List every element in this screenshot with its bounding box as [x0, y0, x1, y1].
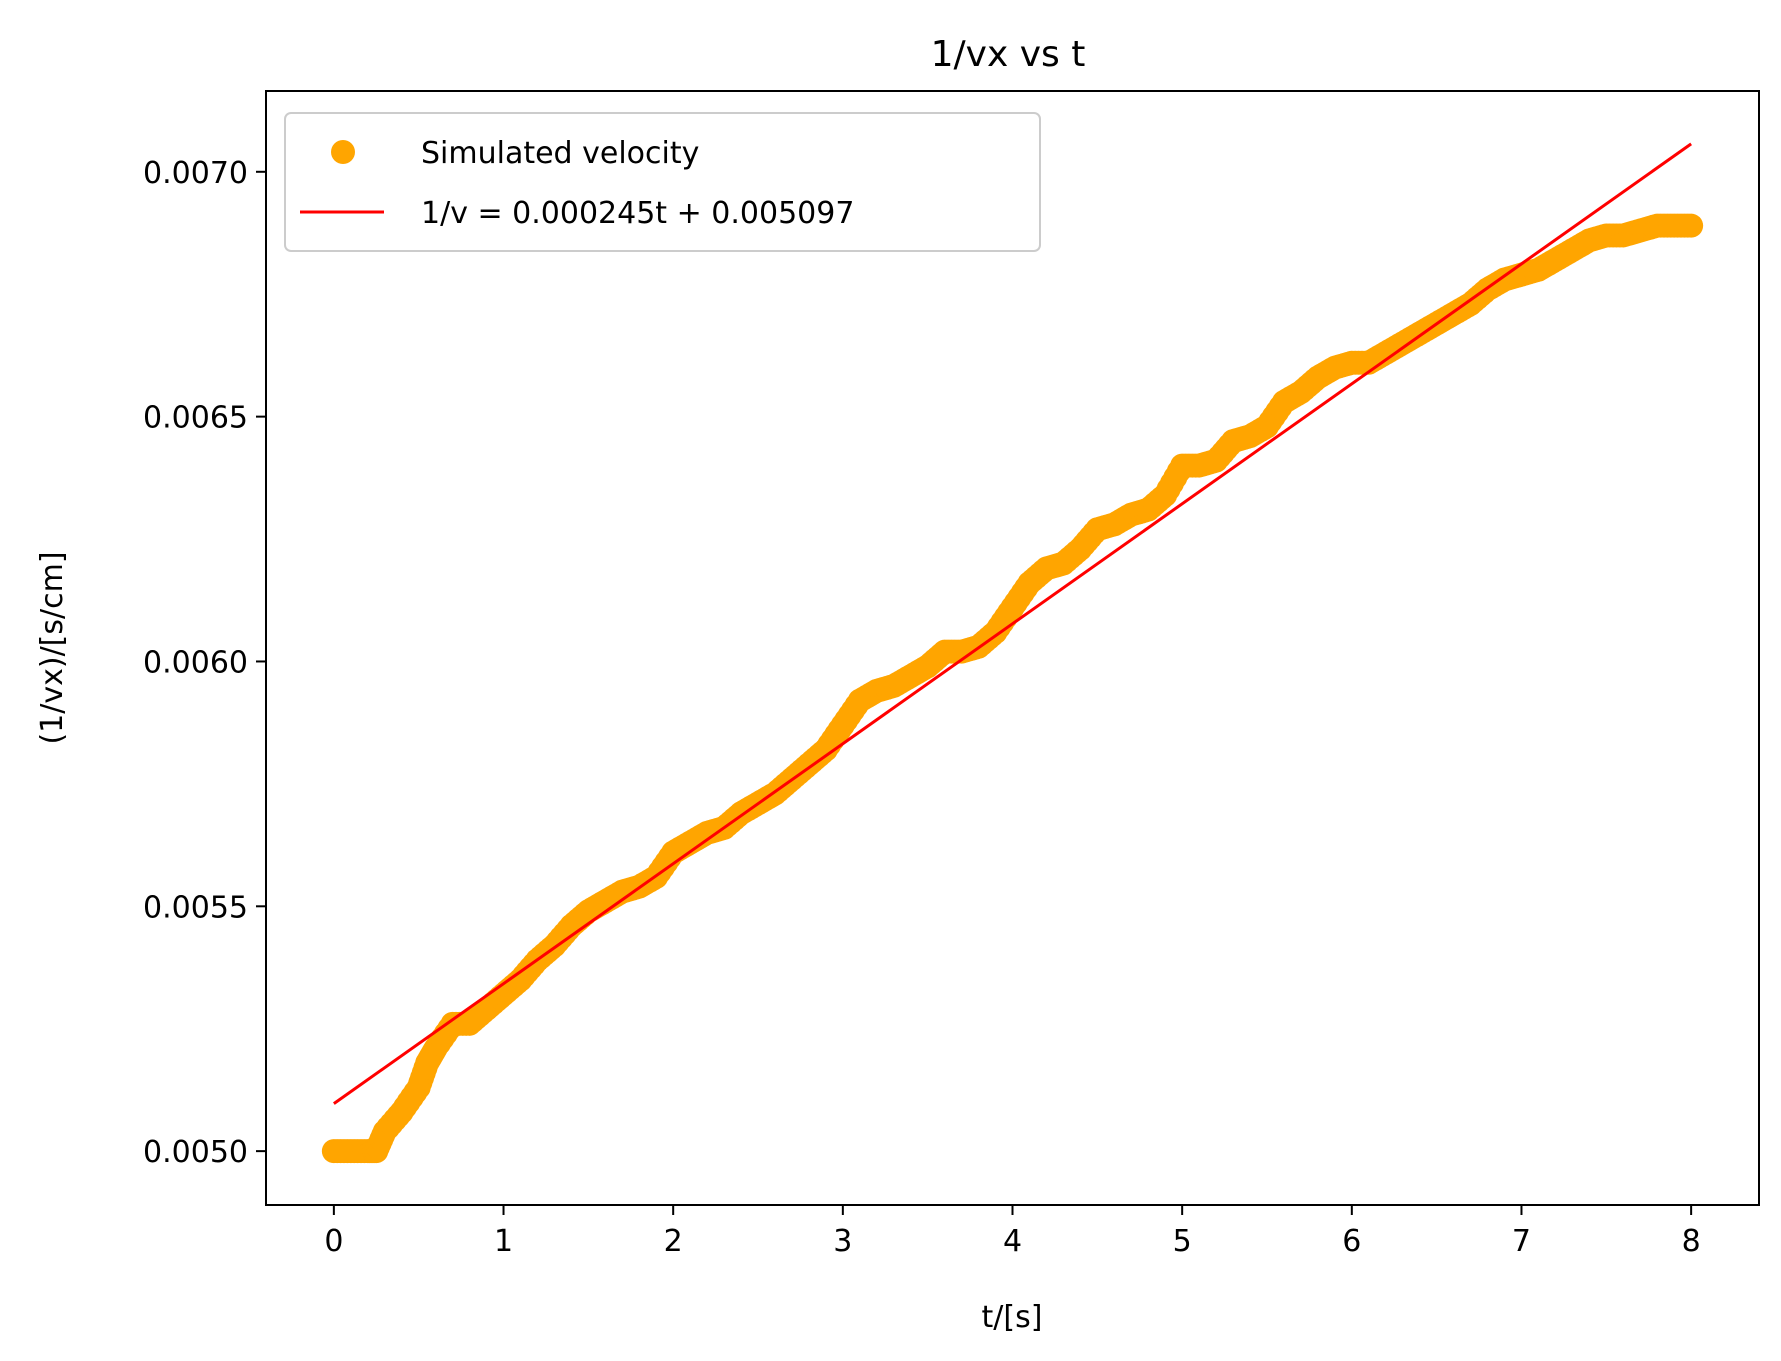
x-tick-label: 0 [324, 1224, 343, 1259]
x-tick-label: 4 [1003, 1224, 1022, 1259]
chart-title: 1/vx vs t [931, 34, 1086, 75]
x-axis-ticks: 0 1 2 3 4 5 6 7 8 [324, 1205, 1701, 1259]
fit-line [332, 142, 1693, 1105]
y-axis-ticks: 0.0050 0.0055 0.0060 0.0065 0.0070 [143, 156, 266, 1170]
plot-area [321, 142, 1704, 1164]
y-axis-label: (1/vx)/[s/cm] [35, 551, 70, 744]
scatter-point [1679, 213, 1704, 238]
x-axis-label: t/[s] [982, 1300, 1043, 1335]
x-tick-label: 3 [833, 1224, 852, 1259]
x-tick-label: 5 [1173, 1224, 1192, 1259]
y-tick-label: 0.0060 [143, 645, 248, 680]
x-tick-label: 1 [494, 1224, 513, 1259]
y-tick-label: 0.0050 [143, 1135, 248, 1170]
x-tick-label: 6 [1342, 1224, 1361, 1259]
legend-box [284, 112, 1041, 252]
x-tick-label: 7 [1512, 1224, 1531, 1259]
x-tick-label: 2 [664, 1224, 683, 1259]
y-tick-label: 0.0070 [143, 156, 248, 191]
legend: Simulated velocity 1/v = 0.000245t + 0.0… [284, 112, 1041, 252]
y-tick-label: 0.0065 [143, 401, 248, 436]
x-tick-label: 8 [1682, 1224, 1701, 1259]
legend-marker-scatter [331, 140, 355, 164]
legend-label-fit-line: 1/v = 0.000245t + 0.005097 [421, 196, 854, 231]
y-tick-label: 0.0055 [143, 890, 248, 925]
legend-label-scatter: Simulated velocity [421, 136, 699, 171]
